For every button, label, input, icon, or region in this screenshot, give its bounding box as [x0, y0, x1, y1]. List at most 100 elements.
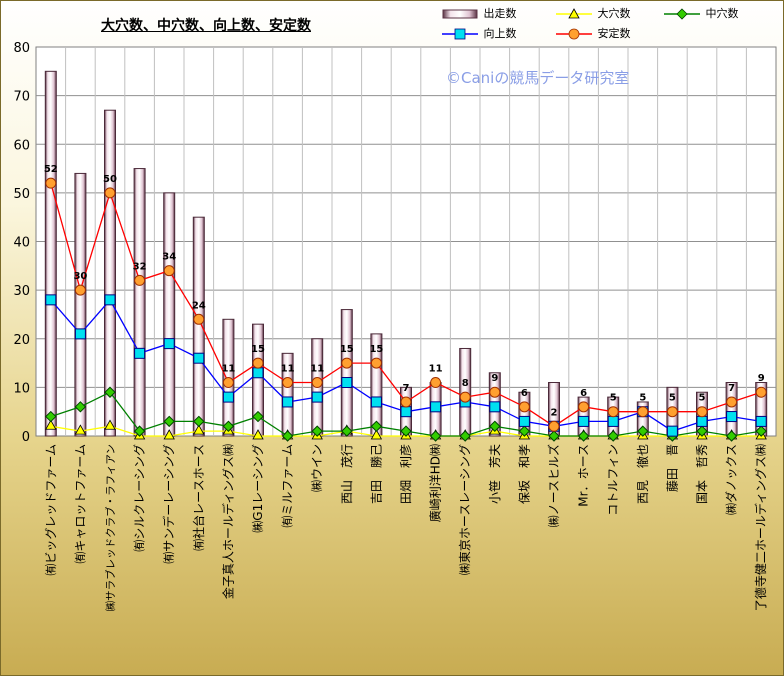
- x-category-label: ㈲ビッグレッドファーム: [44, 444, 58, 576]
- bar-runs: [44, 70, 57, 437]
- marker-stable: [45, 177, 57, 189]
- data-label: 5: [639, 393, 646, 404]
- y-tick-label: 30: [13, 284, 30, 299]
- data-label: 11: [310, 364, 324, 375]
- marker-stable: [518, 401, 530, 413]
- x-category-label: ㈲シルクレーシング: [133, 444, 147, 552]
- marker-stable: [637, 406, 649, 418]
- legend-diamond-marker-icon: [664, 8, 700, 20]
- marker-stable: [252, 357, 264, 369]
- data-label: 50: [103, 174, 117, 185]
- chart-title: 大穴数、中穴数、向上数、安定数: [101, 18, 311, 34]
- marker-stable: [666, 406, 678, 418]
- marker-improve: [45, 294, 57, 306]
- marker-improve: [222, 391, 234, 403]
- marker-mid-upset: [104, 386, 116, 398]
- marker-stable: [696, 406, 708, 418]
- x-category-label: 保坂 和孝: [517, 444, 531, 504]
- legend-label-stable: 安定数: [597, 27, 631, 40]
- legend-label-improve: 向上数: [483, 27, 517, 40]
- bar-runs: [192, 216, 205, 437]
- x-category-label: 藤田 晋: [665, 444, 679, 492]
- data-label: 11: [281, 364, 295, 375]
- x-axis-labels: ㈲ビッグレッドファーム ㈲キャロットファーム ㈱サラブレッドクラブ・ラフィアン ㈲シル…: [44, 444, 768, 611]
- marker-mid-upset: [370, 420, 383, 432]
- data-label: 15: [340, 344, 354, 355]
- marker-mid-upset: [459, 430, 471, 442]
- marker-mid-upset: [222, 420, 235, 432]
- legend-triangle-marker-icon: [556, 8, 592, 19]
- x-category-label: 西山 茂行: [340, 444, 354, 504]
- marker-mid-upset: [489, 420, 501, 432]
- marker-improve: [696, 415, 708, 427]
- data-label: 5: [669, 393, 676, 404]
- marker-mid-upset: [607, 430, 619, 442]
- x-category-label: ㈲ミルファーム: [281, 444, 295, 528]
- marker-mid-upset: [252, 410, 264, 423]
- legend-label-big-upset: 大穴数: [597, 7, 631, 20]
- marker-stable: [134, 274, 146, 286]
- marker-big-upset: [74, 424, 87, 435]
- data-label: 7: [403, 383, 410, 394]
- marker-stable: [578, 401, 590, 413]
- marker-stable: [459, 391, 471, 403]
- marker-improve: [163, 338, 175, 350]
- x-category-label: 吉田 勝己: [368, 444, 383, 504]
- marker-mid-upset: [400, 425, 412, 437]
- data-label: 8: [462, 378, 469, 389]
- marker-improve: [518, 415, 530, 427]
- y-tick-label: 10: [13, 381, 30, 396]
- marker-improve: [400, 406, 412, 418]
- marker-stable: [311, 377, 323, 389]
- marker-mid-upset: [577, 430, 590, 442]
- x-category-label: 田畑 利彦: [398, 444, 413, 504]
- marker-improve: [430, 401, 442, 413]
- data-label: 5: [610, 393, 617, 404]
- marker-stable: [341, 357, 353, 369]
- marker-improve: [489, 401, 501, 413]
- legend-bar-swatch-icon: [442, 9, 478, 19]
- x-category-label: 廣崎利洋HD㈱: [428, 444, 443, 522]
- x-category-label: ㈲サンデーレーシング: [161, 444, 176, 564]
- grid-lines: [36, 47, 776, 436]
- data-label: 15: [251, 344, 265, 355]
- marker-stable: [193, 313, 205, 325]
- marker-improve: [311, 391, 323, 403]
- marker-improve: [666, 425, 678, 437]
- data-label: 7: [728, 383, 735, 394]
- marker-mid-upset: [429, 430, 442, 442]
- bar-runs: [104, 109, 116, 437]
- marker-mid-upset: [755, 425, 767, 437]
- marker-improve: [104, 294, 116, 306]
- bar-runs: [340, 309, 353, 437]
- marker-big-upset: [252, 429, 264, 440]
- marker-mid-upset: [133, 425, 146, 437]
- marker-mid-upset: [341, 425, 353, 437]
- data-label: 5: [699, 393, 706, 404]
- marker-stable: [370, 357, 382, 369]
- data-label: 9: [491, 373, 498, 384]
- data-label: 11: [429, 364, 443, 375]
- marker-mid-upset: [193, 415, 205, 428]
- marker-mid-upset: [518, 425, 531, 437]
- marker-stable: [400, 396, 412, 408]
- marker-stable: [74, 284, 86, 296]
- data-label: 11: [221, 364, 235, 375]
- marker-stable: [755, 386, 767, 398]
- x-category-label: Mr．ホース: [577, 444, 591, 507]
- data-label: 24: [192, 300, 206, 311]
- legend-item-improve: 向上数: [440, 25, 517, 41]
- x-category-label: ㈱ノースヒルズ: [546, 444, 561, 527]
- legend: 出走数 大穴数 中穴数 向上数 安定数: [440, 5, 770, 45]
- marker-stable: [430, 377, 442, 389]
- y-tick-label: 20: [13, 333, 30, 348]
- marker-mid-upset: [74, 401, 87, 413]
- marker-improve: [74, 328, 86, 340]
- marker-mid-upset: [45, 410, 57, 423]
- marker-mid-upset: [311, 425, 323, 437]
- data-label: 6: [580, 388, 587, 399]
- marker-improve: [370, 396, 382, 408]
- x-category-label: コトルフィン: [606, 444, 620, 516]
